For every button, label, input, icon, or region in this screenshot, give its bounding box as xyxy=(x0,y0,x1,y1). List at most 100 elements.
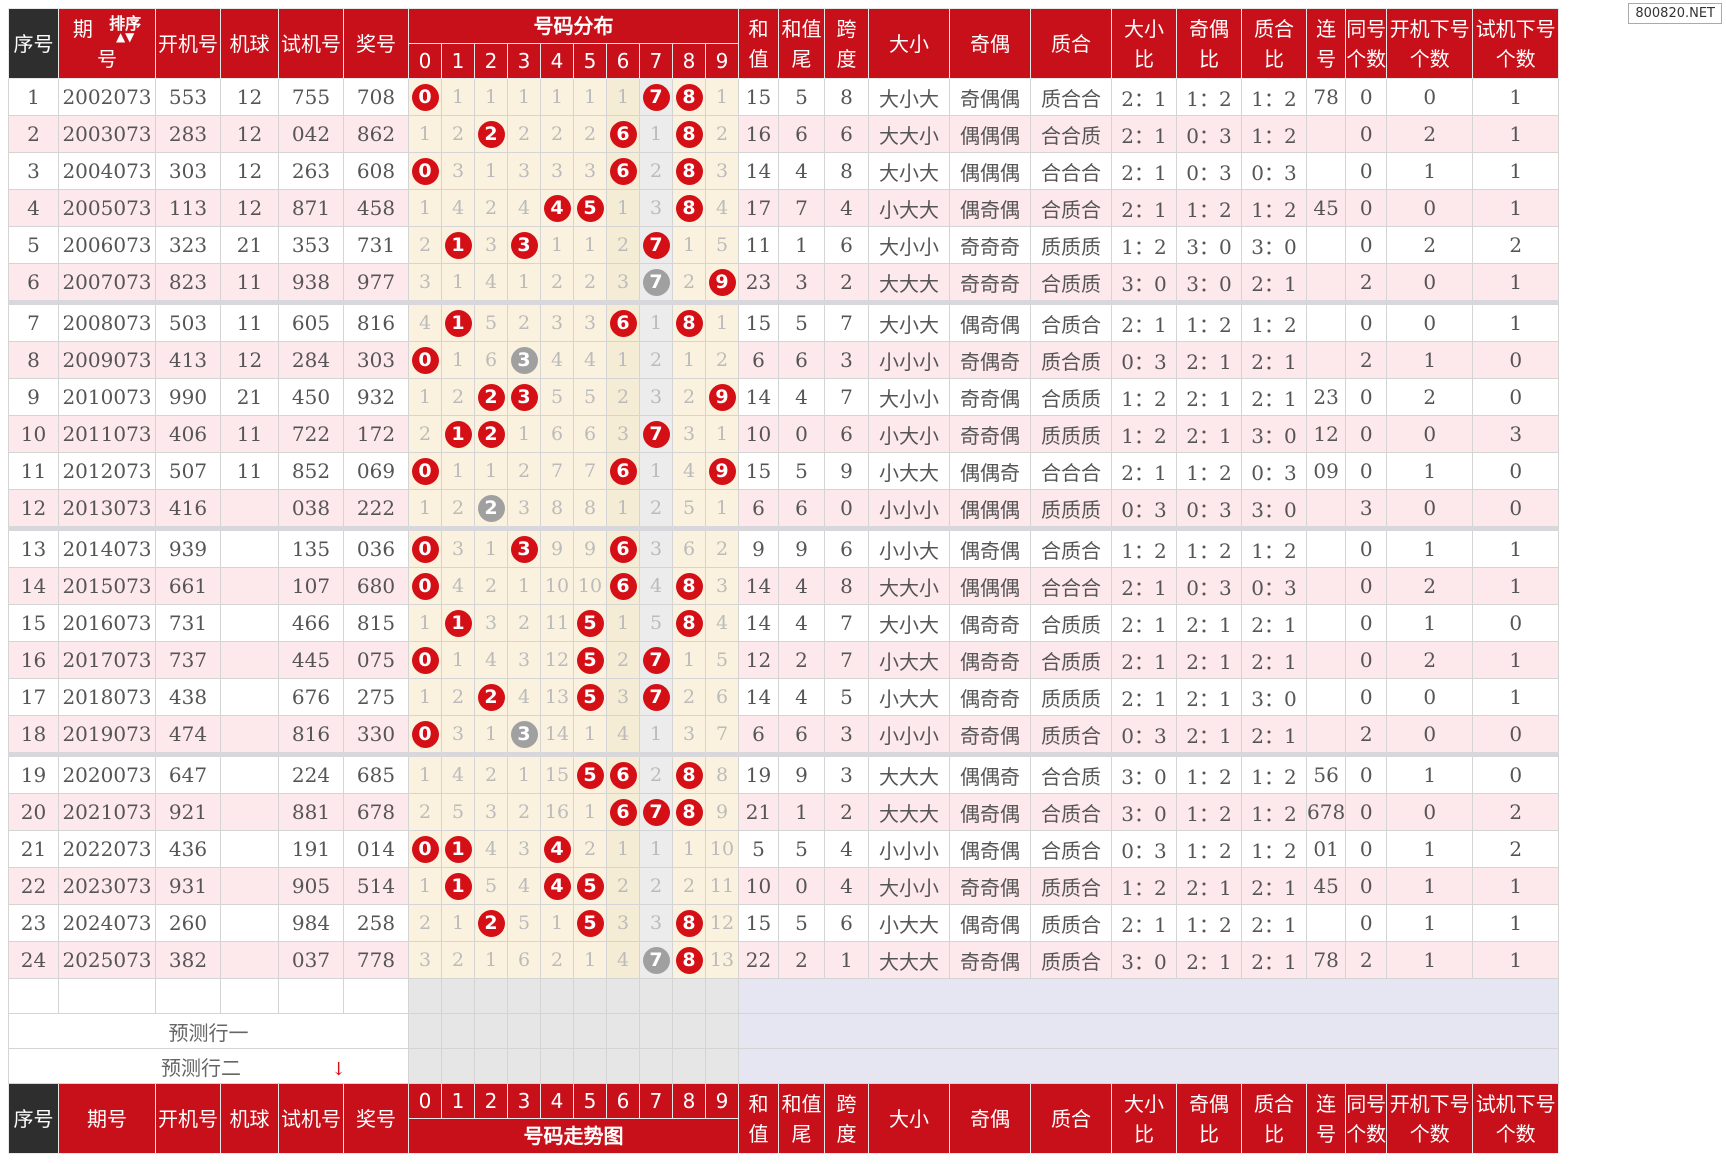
prediction-digit-cell-6[interactable] xyxy=(606,1013,640,1049)
size-pattern-cell: 小小小 xyxy=(868,341,950,379)
machine-ball-cell xyxy=(220,904,279,942)
hit-ball: 4 xyxy=(543,872,571,900)
odd-even-ratio-cell: 2：1 xyxy=(1176,641,1242,679)
consecutive-cell xyxy=(1305,678,1347,716)
seq-cell: 7 xyxy=(8,302,59,342)
prediction-digit-cell-1[interactable] xyxy=(441,1048,475,1084)
digit-cell-1: 2 xyxy=(441,489,475,531)
digit-cell-3: 3 xyxy=(507,641,541,679)
seq-cell: 13 xyxy=(8,528,59,568)
odd-even-ratio-cell: 2：1 xyxy=(1176,715,1242,757)
odd-even-ratio-cell: 2：1 xyxy=(1176,941,1242,979)
sum-cell: 10 xyxy=(738,415,779,453)
col-oddeven-header: 奇偶 xyxy=(949,8,1031,79)
digit-header-4: 4 xyxy=(540,43,574,79)
prize-number-cell: 514 xyxy=(343,867,409,905)
size-ratio-cell: 0：3 xyxy=(1111,830,1177,868)
prediction-digit-cell-8[interactable] xyxy=(672,1013,706,1049)
prediction-digit-cell-9[interactable] xyxy=(705,1013,739,1049)
prediction-digit-cell-6[interactable] xyxy=(606,1048,640,1084)
sum-tail-cell: 2 xyxy=(778,941,825,979)
prediction-digit-cell-7[interactable] xyxy=(639,1013,673,1049)
digit-cell-2: 2 xyxy=(474,189,508,227)
digit-cell-4: 5 xyxy=(540,378,574,416)
col-draw-header: 开机号 xyxy=(155,8,221,79)
machine-ball-cell: 12 xyxy=(220,78,279,116)
distribution-group-header: 号码分布 xyxy=(408,8,739,44)
size-pattern-cell: 大小大 xyxy=(868,302,950,342)
prediction-digit-cell-0[interactable] xyxy=(408,1048,442,1084)
consecutive-cell xyxy=(1305,152,1347,190)
digit-cell-0: 2 xyxy=(408,793,442,831)
prediction-digit-cell-7[interactable] xyxy=(639,1048,673,1084)
draw-next-count-cell: 1 xyxy=(1386,452,1474,490)
prediction-digit-cell-4[interactable] xyxy=(540,1048,574,1084)
hit-ball: 3 xyxy=(510,383,538,411)
prediction-digit-cell-4[interactable] xyxy=(540,1013,574,1049)
footer-digit-4: 4 xyxy=(540,1083,574,1119)
sort-arrows-icon[interactable]: ▲▼ xyxy=(115,30,135,44)
digit-cell-7: 2 xyxy=(639,489,673,531)
hit-ball: 0 xyxy=(411,346,439,374)
size-ratio-cell: 2：1 xyxy=(1111,115,1177,153)
digit-cell-9: 1 xyxy=(705,489,739,531)
footer-oe-ratio-header: 奇偶比 xyxy=(1176,1083,1242,1154)
prize-number-cell: 678 xyxy=(343,793,409,831)
odd-even-ratio-cell: 1：2 xyxy=(1176,189,1242,227)
draw-number-cell: 647 xyxy=(155,754,221,794)
table-row: 13 2014073 939 135 036 0 3 1 3 9 9 6 3 6 2 9 9 6 小小大 偶奇偶 合质合… xyxy=(8,528,1560,568)
digit-cell-6: 1 xyxy=(606,489,640,531)
sum-tail-cell: 3 xyxy=(778,263,825,305)
consecutive-cell xyxy=(1305,715,1347,757)
col-size-ratio-header: 大小比 xyxy=(1111,8,1177,79)
digit-cell-3: 3 xyxy=(507,341,541,379)
prediction-digit-cell-8[interactable] xyxy=(672,1048,706,1084)
test-next-count-cell: 1 xyxy=(1472,941,1560,979)
digit-cell-2: 6 xyxy=(474,341,508,379)
digit-cell-2: 2 xyxy=(474,489,508,531)
digit-cell-9: 1 xyxy=(705,302,739,342)
prediction-digit-cell-5[interactable] xyxy=(573,1013,607,1049)
hit-ball: 3 xyxy=(510,231,538,259)
test-number-cell: 135 xyxy=(278,528,344,568)
repeat-ball: 2 xyxy=(477,494,505,522)
prime-ratio-cell: 1：2 xyxy=(1241,115,1307,153)
prediction-digit-cell-2[interactable] xyxy=(474,1048,508,1084)
prediction-row-2[interactable]: 预测行二 ↓ xyxy=(8,1048,1560,1084)
prediction-row-1[interactable]: 预测行一 xyxy=(8,1013,1560,1049)
prediction-digit-cell-5[interactable] xyxy=(573,1048,607,1084)
sort-label[interactable]: 排序 xyxy=(109,14,142,33)
digit-header-9: 9 xyxy=(705,43,739,79)
draw-next-count-cell: 2 xyxy=(1386,567,1474,605)
prediction-digit-cell-0[interactable] xyxy=(408,1013,442,1049)
hit-ball: 2 xyxy=(477,909,505,937)
machine-ball-cell xyxy=(220,793,279,831)
digit-cell-4: 1 xyxy=(540,78,574,116)
size-ratio-cell: 2：1 xyxy=(1111,302,1177,342)
prediction-label: 预测行一 xyxy=(168,1020,249,1045)
size-ratio-cell: 2：1 xyxy=(1111,452,1177,490)
prediction-digit-cell-9[interactable] xyxy=(705,1048,739,1084)
prediction-digit-cell-1[interactable] xyxy=(441,1013,475,1049)
sum-tail-cell: 4 xyxy=(778,604,825,642)
arrow-down-icon[interactable]: ↓ xyxy=(330,1058,347,1080)
digit-cell-7: 3 xyxy=(639,528,673,568)
prediction-digit-cell-3[interactable] xyxy=(507,1013,541,1049)
prediction-digit-cell-3[interactable] xyxy=(507,1048,541,1084)
odd-even-ratio-cell: 2：1 xyxy=(1176,415,1242,453)
prime-ratio-cell: 3：0 xyxy=(1241,489,1307,531)
prime-ratio-cell: 1：2 xyxy=(1241,754,1307,794)
same-count-cell: 0 xyxy=(1345,904,1388,942)
digit-cell-6: 3 xyxy=(606,678,640,716)
prime-ratio-cell: 1：2 xyxy=(1241,189,1307,227)
same-count-cell: 2 xyxy=(1345,263,1388,305)
period-cell: 2024073 xyxy=(58,904,156,942)
prime-ratio-cell: 3：0 xyxy=(1241,226,1307,264)
digit-cell-5: 2 xyxy=(573,830,607,868)
digit-cell-4: 4 xyxy=(540,867,574,905)
prediction-digit-cell-2[interactable] xyxy=(474,1013,508,1049)
same-count-cell: 0 xyxy=(1345,302,1388,342)
col-period-header[interactable]: 期 排序 ▲▼ 号 xyxy=(58,8,156,79)
prize-number-cell: 862 xyxy=(343,115,409,153)
